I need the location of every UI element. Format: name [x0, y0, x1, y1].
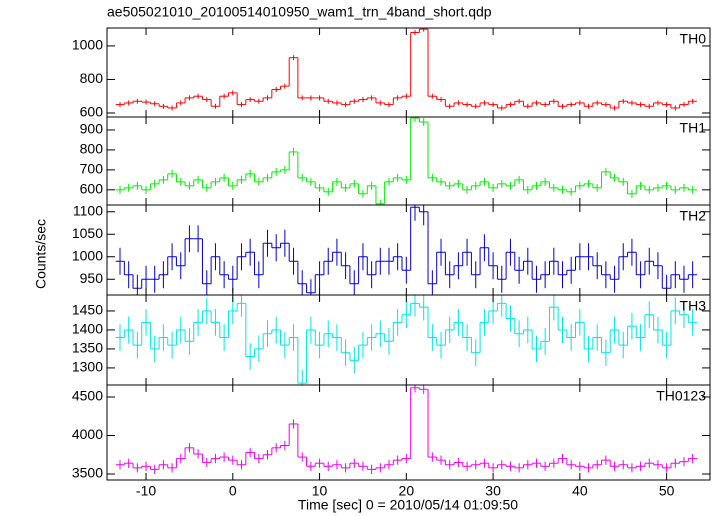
y-tick-label: 800 — [80, 141, 104, 157]
panel-label: TH3 — [680, 298, 707, 314]
panel — [115, 385, 697, 474]
panel-frame — [106, 384, 711, 481]
y-tick-label: 4500 — [72, 388, 103, 404]
x-axis-label: Time [sec] 0 = 2010/05/14 01:09:50 — [298, 497, 518, 513]
y-tick-label: 1000 — [72, 247, 103, 263]
x-tick-label: -10 — [136, 483, 156, 499]
panel — [115, 295, 697, 385]
y-tick-label: 1400 — [72, 321, 103, 337]
panel-frame — [106, 116, 711, 206]
y-tick-label: 700 — [80, 161, 104, 177]
x-tick-label: 40 — [572, 483, 588, 499]
panel — [115, 28, 697, 111]
y-tick-label: 3500 — [72, 465, 103, 481]
y-tick-label: 800 — [80, 70, 104, 86]
panel-label: TH1 — [680, 120, 707, 136]
panel — [115, 205, 697, 295]
y-tick-label: 1350 — [72, 340, 103, 356]
panel — [115, 117, 697, 205]
y-tick-label: 1000 — [72, 37, 103, 53]
panel-frame — [106, 27, 711, 118]
y-tick-label: 950 — [80, 270, 104, 286]
y-tick-label: 1100 — [73, 202, 103, 218]
x-tick-label: 10 — [312, 483, 328, 499]
panel-label: TH0123 — [656, 388, 706, 404]
x-tick-label: 30 — [485, 483, 501, 499]
y-tick-label: 1050 — [72, 225, 103, 241]
x-tick-label: 20 — [399, 483, 415, 499]
y-tick-label: 4000 — [72, 426, 103, 442]
panel-label: TH2 — [680, 208, 707, 224]
y-tick-label: 1450 — [72, 302, 103, 318]
panel-label: TH0 — [680, 31, 707, 47]
panel-frame — [106, 294, 711, 386]
panel-frame — [106, 204, 711, 296]
y-tick-label: 900 — [80, 121, 104, 137]
y-tick-label: 600 — [80, 104, 104, 120]
x-tick-label: 0 — [229, 483, 237, 499]
y-tick-label: 600 — [80, 181, 104, 197]
y-tick-label: 1300 — [72, 359, 103, 375]
chart-title: ae505021010_20100514010950_wam1_trn_4ban… — [107, 4, 492, 20]
x-tick-label: 50 — [659, 483, 675, 499]
y-axis-label: Counts/sec — [33, 219, 49, 289]
